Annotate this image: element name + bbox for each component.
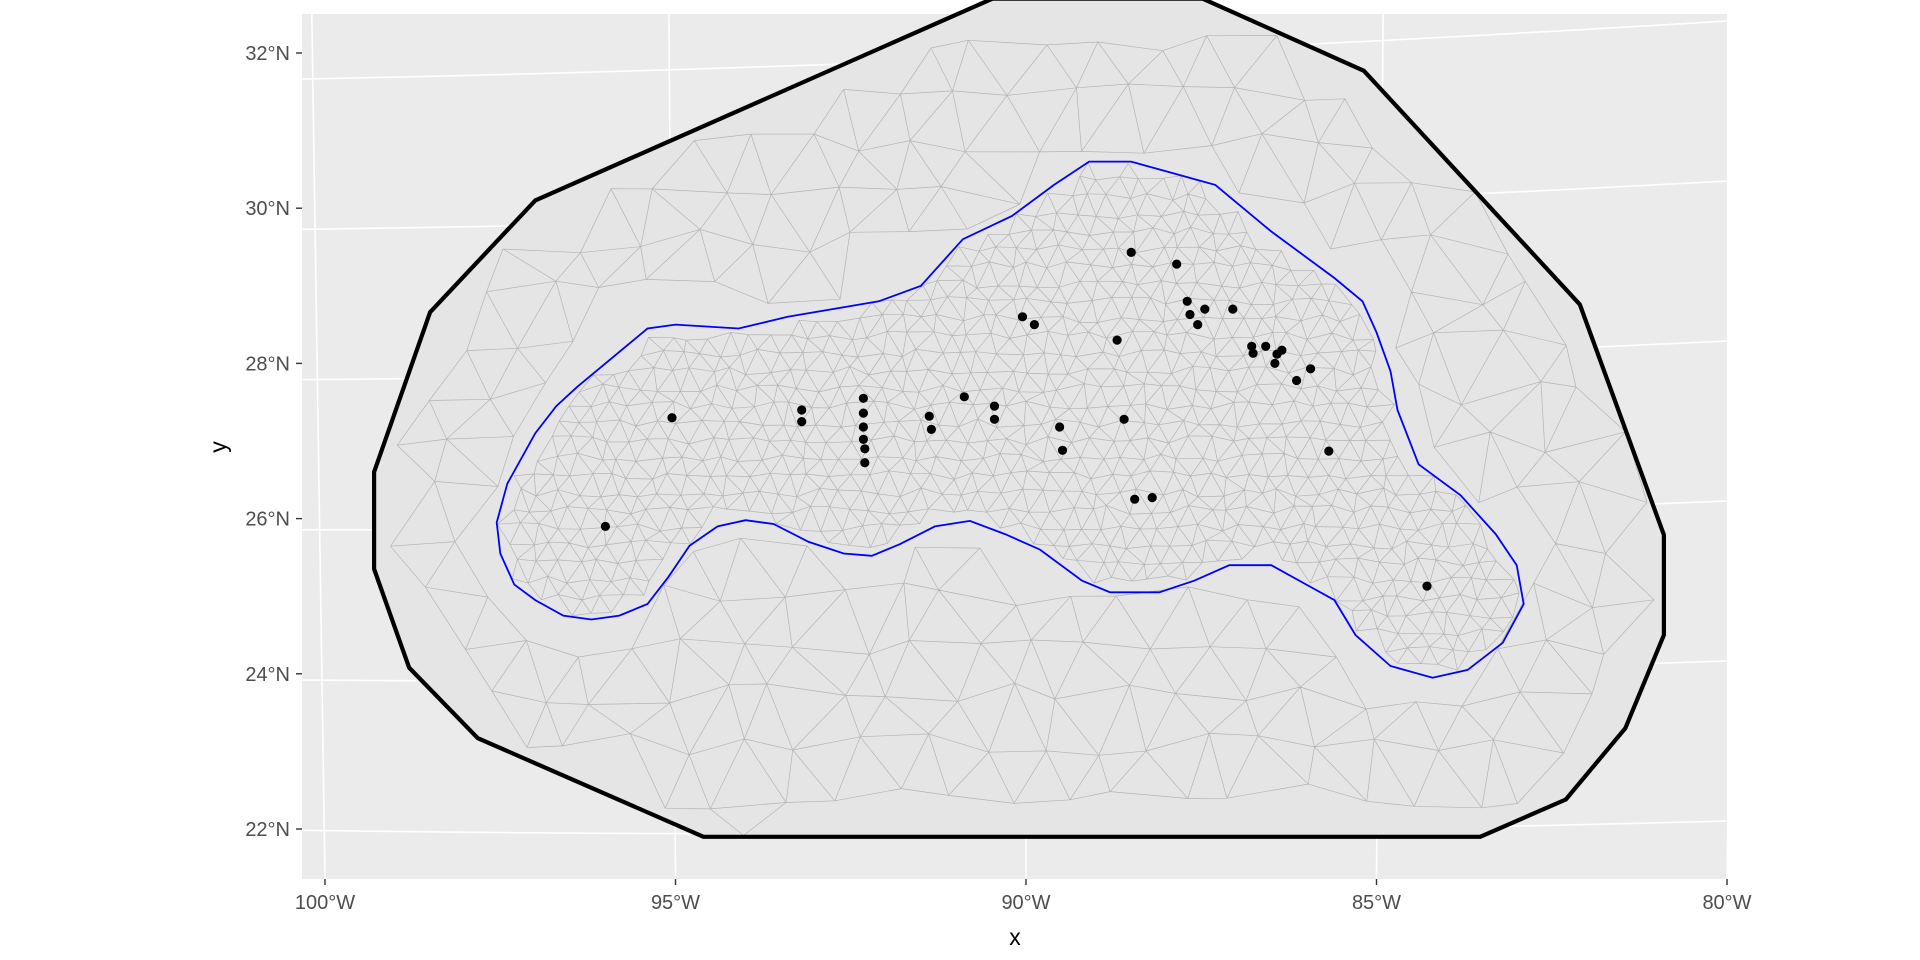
fine-mesh [497,162,1520,671]
data-point [1172,259,1182,269]
data-point [1306,364,1316,374]
x-axis: 100°W 95°W 90°W 85°W 80°W [295,879,1752,914]
mesh-region-fill [374,0,1664,837]
data-point [1147,493,1157,503]
data-point [1182,296,1192,306]
x-axis-title: x [1009,924,1021,950]
data-point [797,417,807,427]
coarse-mesh [390,35,1655,836]
data-point [1130,494,1140,504]
outer-boundary-line [372,0,1666,839]
data-point [1324,446,1334,456]
data-point [1247,341,1257,351]
data-points [600,247,1432,591]
data-point [989,401,1000,411]
data-point [924,411,934,421]
inner-boundary-line [495,160,1525,679]
data-point [858,393,869,403]
data-point [926,424,937,434]
x-tick-label: 90°W [1001,892,1050,914]
data-point [1185,309,1195,320]
data-point [1055,422,1065,432]
data-point [1057,445,1068,455]
y-tick-label: 28°N [245,353,290,375]
data-point [600,521,611,532]
y-tick-label: 24°N [245,664,290,686]
x-tick-label: 85°W [1352,892,1401,914]
triangulation-mesh [390,35,1655,836]
data-point [1261,341,1271,351]
data-point [1029,320,1039,330]
data-point [858,408,869,418]
y-axis-title: y [205,441,231,453]
data-point [1422,581,1432,591]
data-point [989,414,1000,424]
data-point [1193,320,1203,330]
data-point [1017,312,1028,322]
data-point [1200,304,1210,314]
y-axis: 22°N 24°N 26°N 28°N 30°N 32°N [245,43,302,841]
data-point [1270,358,1280,368]
y-tick-label: 26°N [245,509,290,531]
data-point [667,413,677,423]
data-point [858,422,869,432]
y-tick-label: 22°N [245,819,290,841]
y-tick-label: 30°N [245,198,290,220]
data-point [1228,304,1238,314]
data-point [1277,345,1287,355]
data-point [858,434,869,444]
data-point [1292,375,1302,386]
graticule-meridian [1726,826,1727,879]
data-point [1126,247,1136,257]
x-tick-label: 95°W [651,892,700,914]
data-point [860,444,870,454]
data-point [797,405,807,415]
data-point [959,392,969,402]
data-point [860,458,870,468]
graticule-meridian [311,14,326,879]
data-point [1112,335,1122,345]
y-tick-label: 32°N [245,43,290,65]
x-tick-label: 100°W [295,892,355,914]
data-point [1119,414,1129,424]
data-point [1248,348,1258,358]
x-tick-label: 80°W [1702,892,1751,914]
